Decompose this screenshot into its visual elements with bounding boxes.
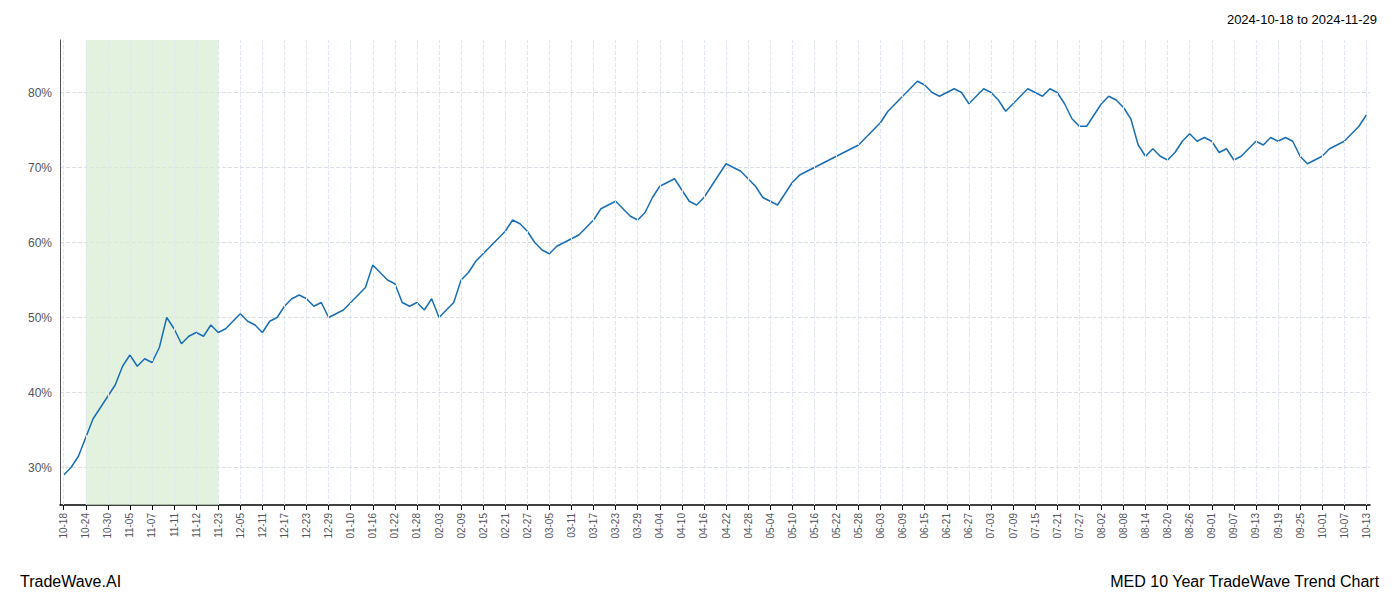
svg-text:01-10: 01-10 [345,513,356,539]
svg-text:08-14: 08-14 [1140,513,1151,539]
svg-text:06-27: 06-27 [963,513,974,539]
svg-text:05-10: 05-10 [787,513,798,539]
svg-text:70%: 70% [28,161,52,175]
svg-text:04-16: 04-16 [698,513,709,539]
svg-text:04-10: 04-10 [676,513,687,539]
svg-text:60%: 60% [28,236,52,250]
svg-text:08-02: 08-02 [1096,513,1107,539]
svg-text:01-22: 01-22 [389,513,400,539]
svg-text:10-01: 10-01 [1317,513,1328,539]
svg-text:09-25: 09-25 [1295,513,1306,539]
svg-text:MED 10 Year TradeWave Trend Ch: MED 10 Year TradeWave Trend Chart [1110,573,1379,590]
svg-text:04-04: 04-04 [654,513,665,539]
svg-text:11-05: 11-05 [124,513,135,538]
svg-text:06-03: 06-03 [875,513,886,539]
svg-text:10-18: 10-18 [58,513,69,539]
svg-text:10-24: 10-24 [80,513,91,539]
svg-text:06-15: 06-15 [919,513,930,539]
svg-text:07-15: 07-15 [1030,513,1041,539]
svg-text:04-28: 04-28 [743,513,754,539]
svg-text:07-09: 07-09 [1008,513,1019,539]
svg-text:11-11: 11-11 [169,513,180,538]
svg-text:03-05: 03-05 [544,513,555,539]
svg-text:12-11: 12-11 [257,513,268,538]
svg-text:06-21: 06-21 [941,513,952,539]
svg-text:04-22: 04-22 [721,513,732,539]
svg-text:09-19: 09-19 [1273,513,1284,539]
svg-text:11-12: 11-12 [191,513,202,538]
svg-text:08-20: 08-20 [1162,513,1173,539]
svg-text:05-28: 05-28 [853,513,864,539]
svg-text:11-23: 11-23 [213,513,224,538]
svg-text:05-22: 05-22 [831,513,842,539]
svg-text:50%: 50% [28,311,52,325]
svg-text:30%: 30% [28,461,52,475]
svg-text:10-07: 10-07 [1339,513,1350,539]
svg-text:06-09: 06-09 [897,513,908,539]
svg-text:TradeWave.AI: TradeWave.AI [20,573,121,590]
svg-text:03-23: 03-23 [610,513,621,539]
svg-text:40%: 40% [28,386,52,400]
svg-text:09-07: 09-07 [1228,513,1239,539]
svg-text:12-05: 12-05 [235,513,246,539]
svg-text:02-15: 02-15 [478,513,489,539]
svg-text:03-17: 03-17 [588,513,599,539]
svg-text:11-07: 11-07 [146,513,157,538]
svg-text:07-21: 07-21 [1052,513,1063,539]
svg-text:01-16: 01-16 [367,513,378,539]
svg-text:02-21: 02-21 [500,513,511,539]
svg-text:03-11: 03-11 [566,513,577,538]
svg-text:12-23: 12-23 [301,513,312,539]
svg-text:07-03: 07-03 [985,513,996,539]
svg-text:02-09: 02-09 [456,513,467,539]
svg-text:01-28: 01-28 [411,513,422,539]
svg-text:08-26: 08-26 [1184,513,1195,539]
svg-text:10-30: 10-30 [102,513,113,539]
svg-text:07-27: 07-27 [1074,513,1085,539]
svg-text:05-04: 05-04 [765,513,776,539]
svg-text:12-17: 12-17 [279,513,290,539]
svg-text:08-08: 08-08 [1118,513,1129,539]
svg-text:12-29: 12-29 [323,513,334,539]
svg-text:2024-10-18 to 2024-11-29: 2024-10-18 to 2024-11-29 [1227,12,1377,27]
svg-text:09-13: 09-13 [1250,513,1261,539]
svg-text:10-13: 10-13 [1361,513,1372,539]
svg-text:02-27: 02-27 [522,513,533,539]
svg-text:02-03: 02-03 [434,513,445,539]
svg-text:05-16: 05-16 [809,513,820,539]
svg-text:80%: 80% [28,86,52,100]
svg-text:09-01: 09-01 [1206,513,1217,539]
svg-text:03-29: 03-29 [632,513,643,539]
